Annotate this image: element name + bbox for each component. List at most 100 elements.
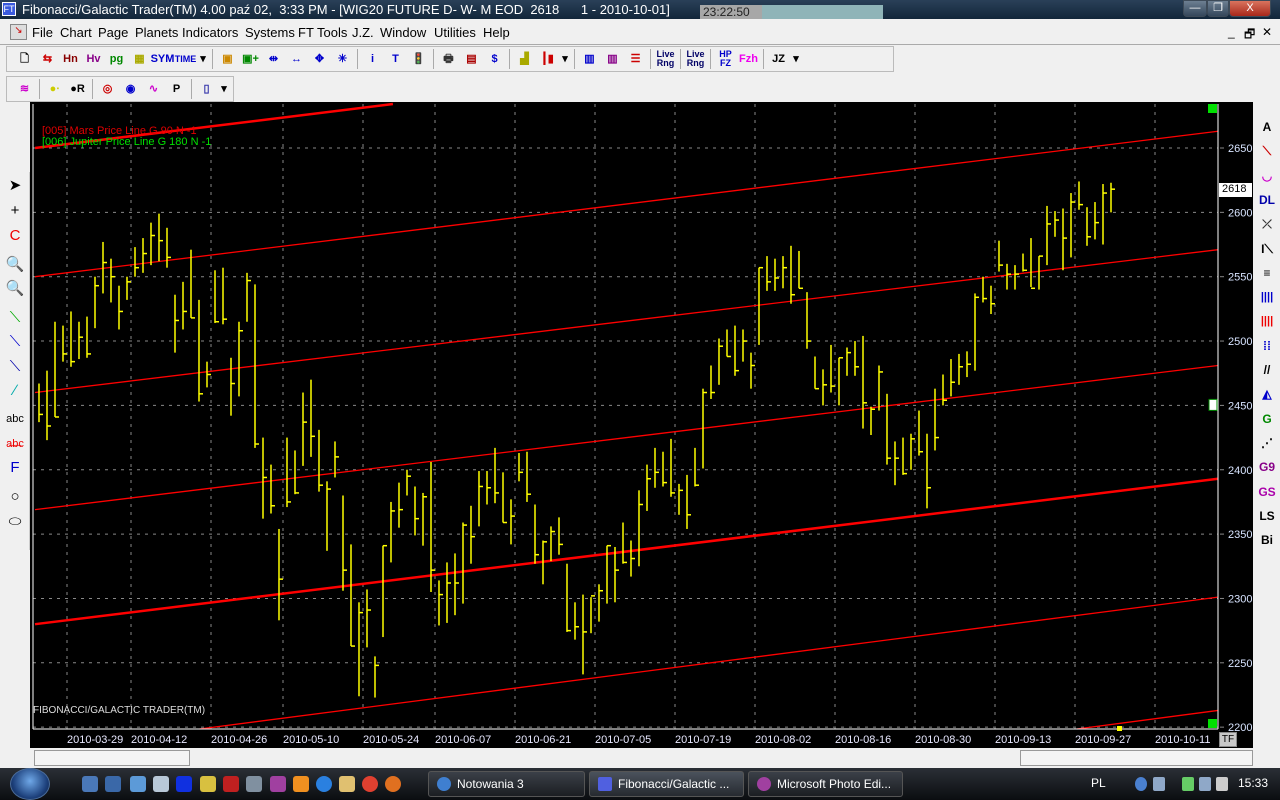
system-clock[interactable]: 15:33 bbox=[1238, 776, 1269, 790]
zoom-in-icon[interactable]: 🔍 bbox=[5, 256, 25, 273]
page-icon[interactable]: pg bbox=[109, 52, 124, 65]
g-lines-icon[interactable]: G bbox=[1262, 411, 1272, 426]
menu-file[interactable]: File bbox=[32, 25, 53, 40]
bi-icon[interactable]: Bi bbox=[1261, 533, 1273, 548]
recycle-bin-icon[interactable] bbox=[246, 776, 262, 792]
gann-fan-icon[interactable]: ⟍ bbox=[1262, 144, 1272, 159]
move-icon[interactable]: ✥ bbox=[314, 52, 325, 65]
mdi-close-button[interactable]: ✕ bbox=[1262, 25, 1273, 39]
pointer-icon[interactable]: ➤ bbox=[8, 177, 22, 194]
show-desktop-icon[interactable] bbox=[82, 776, 98, 792]
menu-indicators[interactable]: Indicators bbox=[182, 25, 239, 40]
dropdown-icon[interactable]: ▾ bbox=[793, 52, 799, 65]
cycles-icon[interactable]: ⁞⁞ bbox=[1263, 338, 1271, 353]
planet-dots-icon[interactable]: ●∙ bbox=[49, 82, 60, 95]
calendar-icon[interactable]: ▤ bbox=[466, 52, 477, 65]
dollar-icon[interactable]: $ bbox=[491, 52, 498, 65]
network-icon[interactable] bbox=[1199, 777, 1211, 791]
app-b-icon[interactable] bbox=[200, 776, 216, 792]
text-tool-icon[interactable]: abc bbox=[6, 413, 24, 425]
zoom-out-icon[interactable]: 🔍 bbox=[5, 280, 25, 297]
ms-app-icon[interactable] bbox=[223, 776, 239, 792]
compress-icon[interactable]: ⇹ bbox=[268, 52, 279, 65]
hn-bars-icon[interactable]: Hn bbox=[63, 52, 78, 65]
language-indicator[interactable]: PL bbox=[1091, 776, 1106, 790]
info-icon[interactable]: i bbox=[370, 52, 375, 65]
ellipse-icon[interactable]: ⬭ bbox=[8, 513, 22, 530]
text-icon[interactable]: T bbox=[392, 52, 399, 65]
price-chart[interactable]: 2200 2250 2300 2350 2400 2450 2500 2550 2600 2650… bbox=[30, 102, 1253, 748]
tray-display-icon[interactable] bbox=[1153, 777, 1165, 791]
menu-window[interactable]: Window bbox=[380, 25, 427, 40]
trendline-angle-icon[interactable]: ⟍ bbox=[9, 358, 21, 375]
trendline-green-icon[interactable]: ⟍ bbox=[9, 309, 21, 326]
hp-fz-icon[interactable]: HP FZ bbox=[719, 49, 732, 68]
time-icon[interactable]: TIME bbox=[174, 53, 197, 64]
jz-icon[interactable]: JZ bbox=[772, 52, 785, 65]
menu-planets[interactable]: Planets bbox=[135, 25, 179, 40]
print-icon[interactable]: 🖶 bbox=[443, 52, 454, 65]
switch-windows-icon[interactable] bbox=[105, 776, 121, 792]
task-fibonacci[interactable]: Fibonacci/Galactic ... bbox=[589, 771, 744, 797]
tf-button[interactable]: TF bbox=[1219, 732, 1237, 747]
add-layer-icon[interactable]: ▣+ bbox=[242, 52, 259, 65]
menu-utilities[interactable]: Utilities bbox=[434, 25, 476, 40]
pencil-icon[interactable]: ∕ bbox=[13, 382, 17, 399]
hv-bars-icon[interactable]: Hv bbox=[86, 52, 101, 65]
folder-icon[interactable] bbox=[339, 776, 355, 792]
media-player-icon[interactable] bbox=[293, 776, 309, 792]
fan-icon[interactable]: ⋰ bbox=[1261, 435, 1273, 450]
p-curve-icon[interactable]: P bbox=[172, 82, 181, 95]
fibonacci-icon[interactable]: F bbox=[10, 459, 20, 476]
crosshair-icon[interactable]: ✳ bbox=[337, 52, 348, 65]
candle-icon[interactable]: ┃▮ bbox=[541, 52, 554, 65]
grid-icon[interactable]: ▦ bbox=[134, 52, 145, 65]
dl-icon[interactable]: DL bbox=[1259, 192, 1275, 207]
curves-icon[interactable]: ∿ bbox=[148, 82, 159, 95]
task-notowania[interactable]: Notowania 3 bbox=[428, 771, 585, 797]
battery-icon[interactable] bbox=[1182, 777, 1194, 791]
document-icon[interactable]: ↘ bbox=[10, 24, 27, 40]
fzh-icon[interactable]: Fzh bbox=[739, 52, 758, 65]
start-button[interactable] bbox=[10, 768, 50, 800]
chart-canvas[interactable]: 2200 2250 2300 2350 2400 2450 2500 2550 2600 2650… bbox=[30, 102, 1253, 748]
dropdown-icon[interactable]: ▾ bbox=[200, 52, 206, 65]
traffic-light-icon[interactable]: 🚦 bbox=[411, 52, 426, 65]
menu-systems[interactable]: Systems bbox=[245, 25, 295, 40]
compare-icon[interactable]: ⇆ bbox=[42, 52, 53, 65]
close-button[interactable]: X bbox=[1229, 0, 1271, 17]
menu-chart[interactable]: Chart bbox=[60, 25, 92, 40]
firefox-icon[interactable] bbox=[385, 776, 401, 792]
parallel-lines-icon[interactable]: // bbox=[1263, 363, 1271, 377]
mdi-restore-button[interactable]: 🗗 bbox=[1244, 27, 1256, 41]
i-fan-icon[interactable]: I⟍ bbox=[1261, 241, 1273, 256]
magnet-icon[interactable]: C bbox=[9, 227, 21, 244]
expand-icon[interactable]: ↔ bbox=[291, 52, 302, 65]
new-chart-icon[interactable]: 🗋 bbox=[20, 52, 29, 65]
wheel-icon[interactable]: ◉ bbox=[125, 82, 136, 95]
planet-r-icon[interactable]: ●R bbox=[70, 82, 85, 95]
angle-a-icon[interactable]: A bbox=[1262, 120, 1272, 134]
plane-app-icon[interactable] bbox=[176, 776, 192, 792]
vertical-lines-blue-icon[interactable]: |||| bbox=[1260, 291, 1274, 304]
gs-icon[interactable]: GS bbox=[1258, 484, 1276, 499]
delete-text-icon[interactable]: a̶b̶c bbox=[6, 438, 24, 450]
notepad-icon[interactable] bbox=[153, 776, 169, 792]
dropdown-icon[interactable]: ▾ bbox=[221, 82, 227, 95]
live-range-red-icon[interactable]: Live Rng bbox=[656, 49, 675, 68]
minimize-button[interactable]: — bbox=[1183, 0, 1207, 17]
tray-app-icon[interactable] bbox=[1135, 777, 1147, 791]
menu-help[interactable]: Help bbox=[483, 25, 510, 40]
chrome-icon[interactable] bbox=[362, 776, 378, 792]
arc-icon[interactable]: ◡ bbox=[1261, 168, 1273, 183]
menu-jz[interactable]: J.Z. bbox=[352, 25, 374, 40]
dropdown-icon[interactable]: ▾ bbox=[562, 52, 568, 65]
menu-ft-tools[interactable]: FT Tools bbox=[298, 25, 348, 40]
triangle-icon[interactable]: ◭ bbox=[1262, 387, 1272, 402]
explorer-icon[interactable] bbox=[130, 776, 146, 792]
g9-icon[interactable]: G9 bbox=[1258, 460, 1275, 475]
crosshair-icon[interactable]: + bbox=[10, 202, 20, 219]
volume-icon[interactable] bbox=[1216, 777, 1228, 791]
ruler-icon[interactable]: ▟ bbox=[520, 52, 529, 65]
notepad-icon[interactable]: ▯ bbox=[203, 82, 210, 95]
